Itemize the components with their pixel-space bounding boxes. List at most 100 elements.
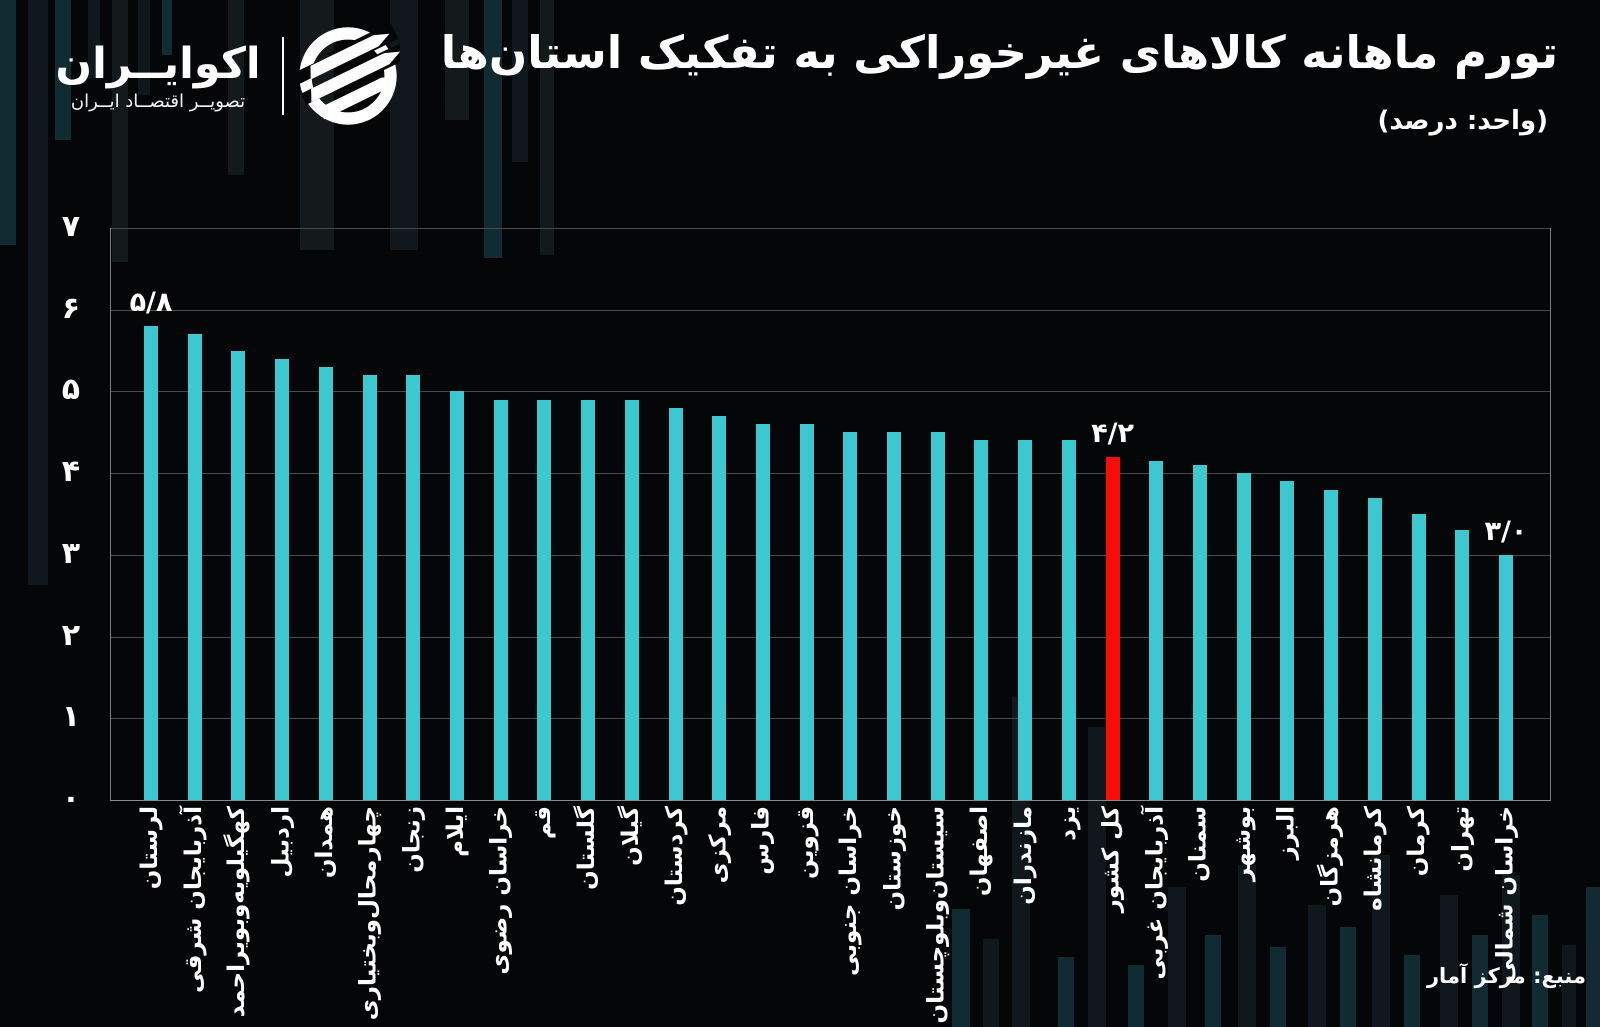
bar	[1324, 489, 1339, 800]
bar	[1149, 460, 1164, 800]
x-label: خراسان رضوی	[486, 806, 513, 975]
bg-stripe	[112, 0, 128, 262]
bg-stripe	[228, 0, 244, 175]
bar	[362, 375, 377, 800]
x-label: کرمان	[1404, 806, 1431, 877]
bar	[1061, 440, 1076, 800]
gridline-3	[111, 554, 1550, 556]
plot-area: ۵/۸ ۴/۲ ۳/۰	[110, 228, 1551, 801]
x-label: فارس	[748, 806, 775, 875]
bg-stripe	[1532, 915, 1548, 1027]
brand-name: اکوایــران	[55, 38, 261, 89]
gridline-2	[111, 636, 1550, 638]
bar-highlight	[1105, 456, 1120, 800]
x-label: یزد	[1054, 806, 1081, 841]
x-label: لرستان	[137, 806, 163, 890]
x-label: آذربایجان شرقی	[180, 806, 207, 993]
bar	[1236, 473, 1251, 800]
bg-stripe	[1562, 945, 1576, 1027]
gridline-1	[111, 718, 1550, 720]
bg-stripe	[390, 0, 418, 250]
bar	[1280, 481, 1295, 800]
gridline-5	[111, 391, 1550, 393]
brand-tagline: تصویــر اقتصــاد ایــران	[70, 91, 246, 113]
logo-text-block: اکوایــران تصویــر اقتصــاد ایــران	[48, 38, 268, 113]
x-label: کرمانشاه	[1360, 806, 1387, 911]
x-label: زنجان	[399, 806, 426, 873]
bg-stripe	[162, 0, 172, 55]
bg-stripe	[138, 0, 150, 95]
bar	[799, 424, 814, 800]
bg-stripe	[28, 0, 48, 585]
bar	[581, 399, 596, 800]
x-label: همدان	[311, 806, 338, 879]
bar	[755, 424, 770, 800]
y-tick-label-4: ۴	[61, 454, 80, 490]
bar-value-label: ۳/۰	[1484, 515, 1528, 547]
x-label: ایلام	[442, 806, 469, 857]
bar	[231, 350, 246, 800]
y-tick-label-1: ۱	[61, 699, 80, 735]
x-label: آذربایجان غربی	[1142, 806, 1169, 980]
x-label: چهارمحال‌وبختیاری	[355, 806, 382, 1021]
y-tick-label-5: ۵	[61, 372, 80, 408]
x-label: البرز	[1273, 806, 1300, 860]
bar	[974, 440, 989, 800]
y-tick-label-0: ۰	[61, 781, 80, 817]
bar	[1455, 530, 1470, 800]
x-label: کل کشور	[1098, 806, 1125, 913]
x-label: مازندران	[1011, 806, 1038, 905]
x-label: گیلان	[617, 806, 644, 866]
bg-stripe	[1238, 865, 1256, 1027]
bg-stripe	[983, 939, 999, 1027]
bar	[406, 375, 421, 800]
bg-stripe	[1586, 887, 1600, 1027]
bar-value-label: ۴/۲	[1091, 417, 1135, 449]
chart-title: تورم ماهانه کالاهای غیرخوراکی به تفکیک ا…	[440, 26, 1558, 79]
x-label: قم	[530, 806, 557, 840]
chart-unit-subtitle: (واحد: درصد)	[1377, 106, 1549, 136]
bg-stripe	[1440, 895, 1458, 1027]
bar	[624, 399, 639, 800]
bg-stripe	[88, 0, 100, 78]
x-label: اردبیل	[268, 806, 295, 878]
bar	[887, 432, 902, 800]
bg-stripe	[0, 0, 16, 245]
bg-stripe	[484, 0, 502, 258]
bar	[1499, 554, 1513, 800]
ecoiran-logo-mark-icon	[296, 24, 400, 125]
bar-value-label: ۵/۸	[129, 287, 173, 319]
bar	[668, 407, 683, 800]
x-label: سمنان	[1186, 806, 1213, 882]
x-label: خراسان جنوبی	[836, 806, 863, 976]
bg-stripe	[1340, 927, 1356, 1027]
source-note: منبع: مرکز آمار	[1426, 964, 1586, 988]
x-label: مرکزی	[705, 806, 732, 884]
bg-stripe	[1308, 905, 1326, 1027]
x-axis-labels: لرستان آذربایجان شرقی کهگیلویه‌وبویراحمد ار…	[110, 806, 1549, 1027]
bg-stripe	[55, 0, 71, 140]
x-label: خراسان شمالی	[1492, 806, 1519, 983]
bar	[493, 399, 508, 800]
x-label: سیستان‌وبلوچستان	[923, 806, 950, 1024]
bar	[1193, 464, 1208, 800]
bg-stripe	[540, 0, 554, 255]
bg-stripe	[1205, 935, 1221, 1027]
y-axis: ۰ ۱ ۲ ۳ ۴ ۵ ۶ ۷	[0, 209, 96, 816]
x-label: کردستان	[661, 806, 688, 906]
bg-stripe	[1270, 947, 1286, 1027]
bar	[1411, 514, 1426, 800]
x-label: گلستان	[574, 806, 601, 890]
bg-stripe	[1472, 935, 1488, 1027]
bar	[1367, 497, 1382, 800]
bar	[537, 399, 552, 800]
y-tick-label-3: ۳	[61, 535, 80, 571]
bar	[187, 334, 202, 800]
bar	[275, 358, 290, 800]
gridline-4	[111, 473, 1550, 475]
bg-stripe	[512, 0, 528, 162]
bg-stripe	[1168, 887, 1186, 1027]
y-tick-label-6: ۶	[61, 290, 80, 326]
x-label: هرمزگان	[1317, 806, 1344, 907]
x-label: کهگیلویه‌وبویراحمد	[224, 806, 251, 1018]
